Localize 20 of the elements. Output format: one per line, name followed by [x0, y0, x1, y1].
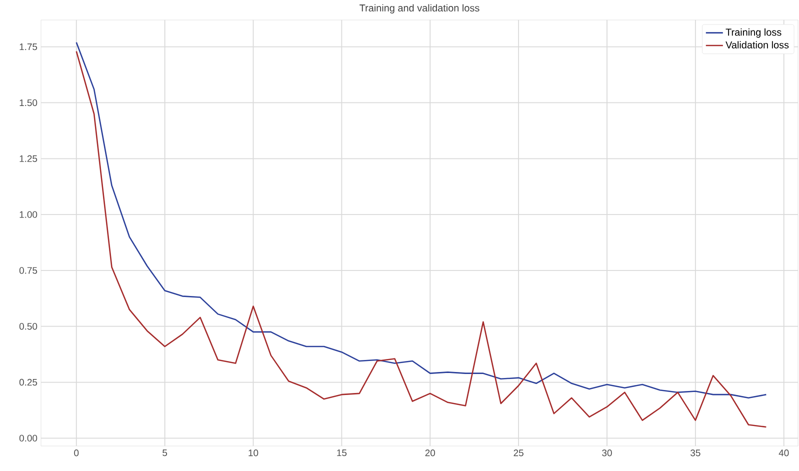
x-tick-label: 30: [602, 450, 612, 456]
y-tick-label: 1.75: [20, 44, 38, 50]
x-tick-label: 35: [690, 450, 700, 456]
y-tick-label: 0.25: [19, 378, 38, 386]
legend-label: Validation loss: [726, 41, 789, 48]
x-tick-label: 20: [425, 450, 436, 456]
y-tick-label: 0.75: [19, 267, 38, 274]
y-tick-label: 1.00: [20, 211, 38, 218]
x-tick-label: 15: [337, 450, 347, 456]
chart-title: Training and validation loss: [360, 4, 480, 14]
y-tick-label: 0.00: [19, 434, 38, 442]
x-tick-label: 25: [514, 450, 524, 456]
x-tick-label: 40: [778, 450, 789, 456]
x-tick-label: 10: [248, 450, 258, 456]
legend-label: Training loss: [726, 28, 782, 38]
y-tick-label: 1.25: [20, 155, 38, 162]
y-tick-label: 0.50: [19, 323, 38, 330]
x-tick-label: 5: [162, 450, 168, 456]
y-tick-label: 1.50: [20, 99, 38, 106]
x-tick-label: 0: [74, 450, 79, 456]
